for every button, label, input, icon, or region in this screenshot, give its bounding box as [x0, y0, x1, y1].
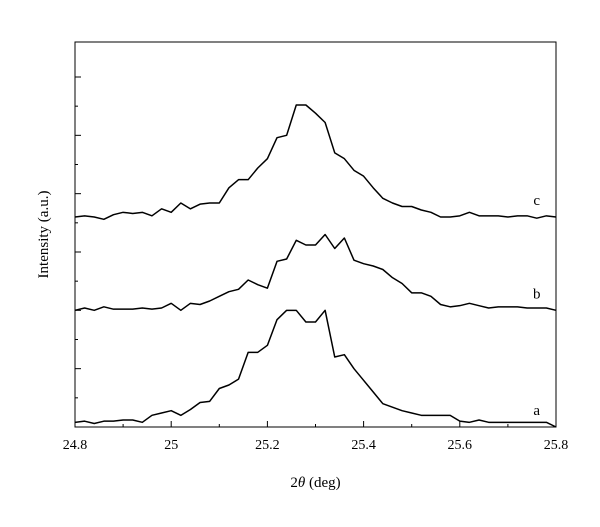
y-axis-label: Intensity (a.u.) [36, 191, 52, 279]
series-labels: a b c [533, 193, 541, 419]
x-axis-label-theta: θ [298, 475, 306, 491]
x-tick-label: 24.8 [63, 438, 88, 453]
x-axis: 24.8 25 25.2 25.4 25.6 25.8 [63, 421, 569, 453]
x-tick-label: 25.2 [255, 438, 280, 453]
x-tick-label: 25.4 [351, 438, 376, 453]
series-line-a [74, 309, 557, 428]
y-axis [75, 76, 81, 428]
series-layer [74, 104, 557, 428]
x-axis-label: 2θ (deg) [290, 475, 340, 491]
series-label-c: c [533, 193, 540, 209]
x-tick-label: 25 [164, 438, 178, 453]
x-axis-label-unit: (deg) [305, 475, 340, 491]
plot-frame [74, 41, 557, 428]
series-line-b [74, 233, 557, 312]
x-tick-label: 25.6 [448, 438, 473, 453]
x-tick-label: 25.8 [544, 438, 569, 453]
x-axis-label-prefix: 2 [290, 475, 298, 491]
series-label-b: b [533, 286, 541, 302]
series-label-a: a [533, 403, 540, 419]
series-line-c [74, 104, 557, 221]
